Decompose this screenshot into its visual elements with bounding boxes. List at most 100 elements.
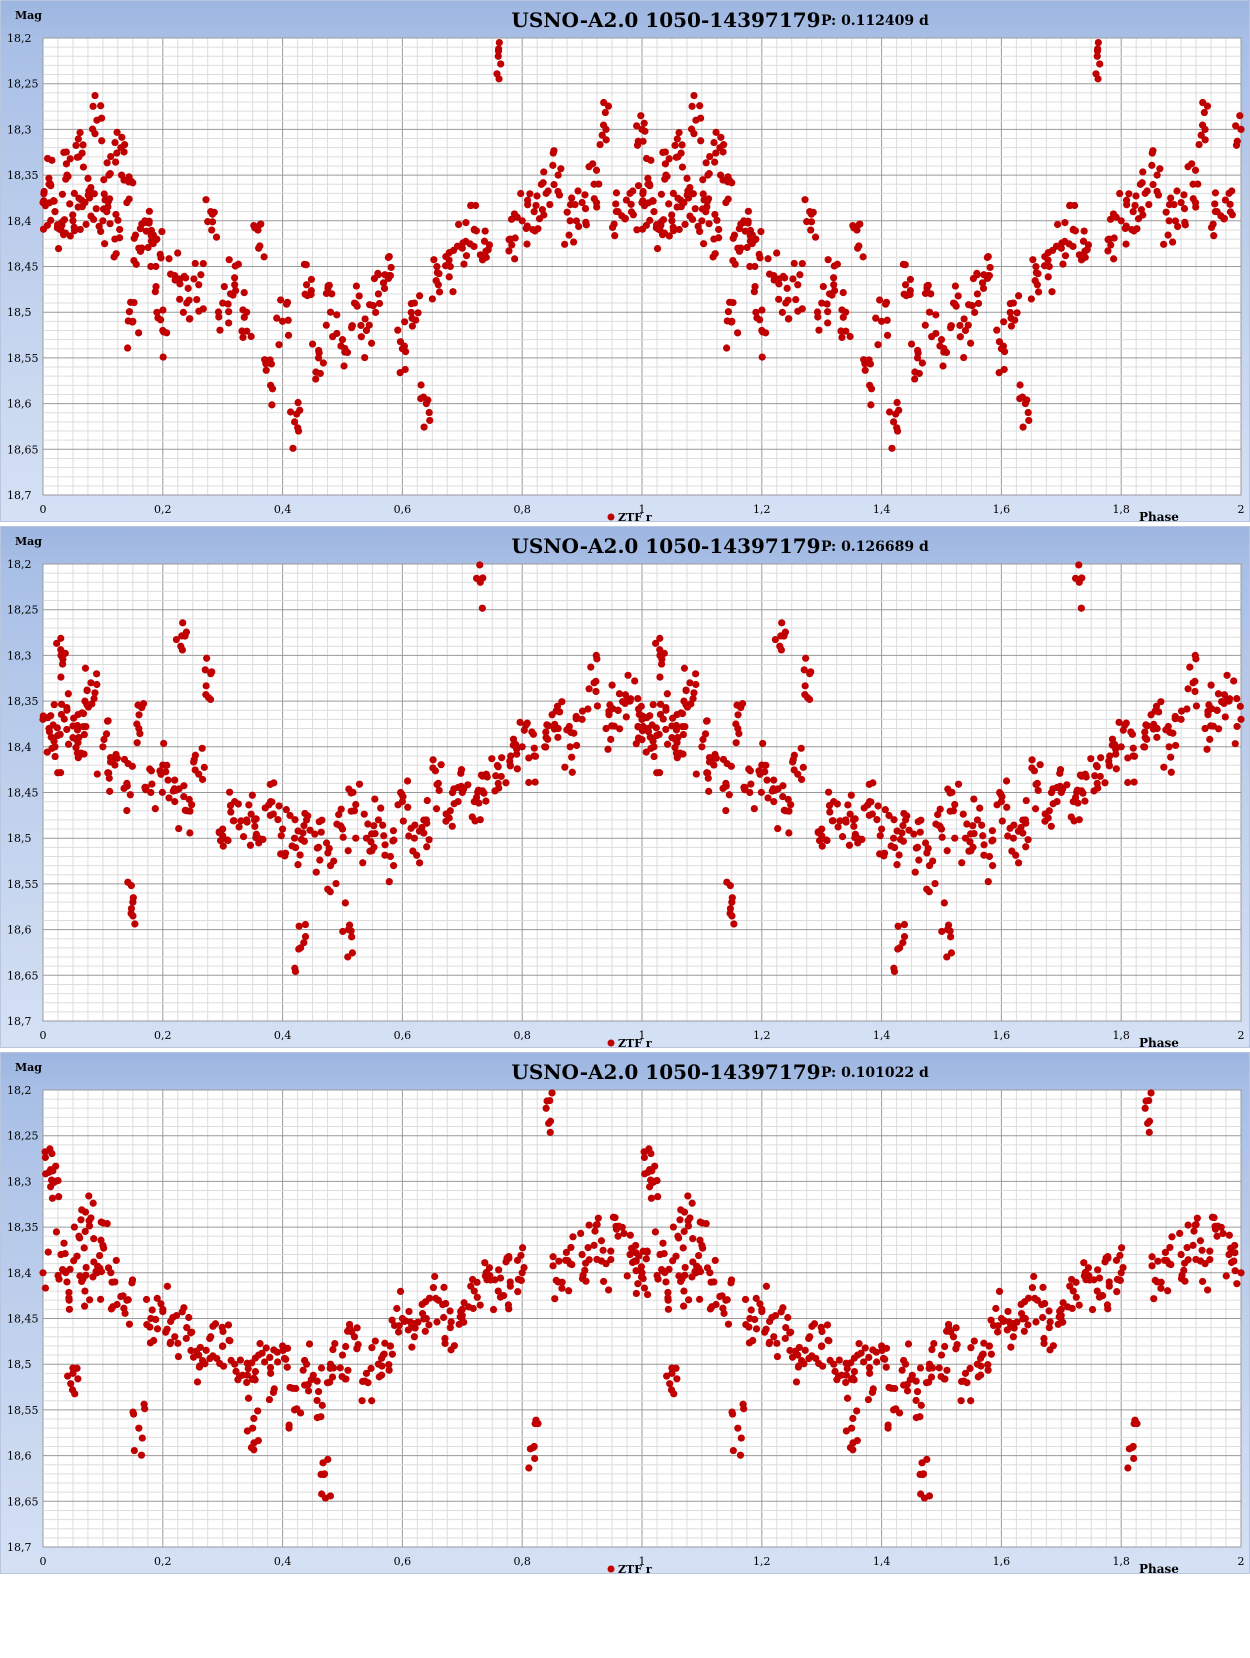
data-point: [48, 156, 56, 164]
data-point: [1116, 1276, 1124, 1284]
data-point: [805, 1354, 813, 1363]
data-point: [248, 791, 256, 799]
data-point: [830, 262, 838, 270]
data-point: [706, 153, 714, 161]
x-tick-label: 1,4: [873, 503, 891, 516]
data-point: [256, 242, 264, 250]
data-point: [395, 1322, 403, 1330]
data-point: [777, 646, 785, 654]
data-point: [483, 1276, 491, 1284]
data-point: [735, 730, 743, 738]
data-point: [1167, 1260, 1175, 1269]
data-point: [1061, 252, 1070, 260]
data-point: [64, 690, 72, 698]
data-point: [719, 148, 727, 156]
data-point: [899, 837, 907, 845]
data-point: [388, 1316, 396, 1324]
data-point: [295, 922, 303, 930]
data-point: [473, 1293, 481, 1301]
data-point: [159, 353, 167, 361]
data-point: [843, 1364, 851, 1373]
data-point: [62, 160, 71, 168]
data-point: [57, 700, 66, 708]
data-point: [227, 1356, 235, 1364]
data-point: [1079, 789, 1087, 797]
data-point: [479, 574, 487, 582]
data-point: [674, 733, 682, 742]
data-point: [758, 1308, 766, 1316]
data-point: [713, 216, 721, 224]
data-point: [960, 353, 968, 362]
data-point: [800, 666, 808, 674]
data-point: [826, 1356, 834, 1364]
data-point: [943, 953, 951, 961]
data-point: [186, 807, 194, 815]
data-point: [649, 737, 657, 745]
data-point: [607, 1247, 615, 1255]
y-tick-label: 18,55: [7, 352, 39, 365]
data-point: [849, 1374, 857, 1382]
data-point: [887, 842, 895, 850]
legend-marker: [607, 1565, 615, 1573]
data-point: [1122, 222, 1130, 230]
data-point: [1112, 750, 1120, 758]
data-point: [1167, 768, 1175, 776]
data-point: [970, 795, 978, 803]
data-point: [441, 262, 450, 270]
data-point: [794, 281, 802, 289]
data-point: [917, 816, 925, 824]
data-point: [717, 133, 725, 141]
data-point: [62, 148, 70, 156]
data-point: [677, 149, 685, 157]
data-point: [90, 695, 98, 703]
data-point: [531, 1454, 539, 1463]
data-point: [279, 1346, 287, 1355]
data-point: [50, 737, 58, 745]
data-point: [89, 1273, 97, 1281]
data-point: [1140, 743, 1148, 751]
data-point: [41, 1284, 50, 1292]
data-point: [472, 574, 481, 582]
data-point: [565, 231, 573, 239]
data-point: [992, 1304, 1000, 1313]
data-point: [1148, 161, 1156, 169]
data-point: [150, 1336, 158, 1345]
data-point: [656, 634, 664, 642]
data-point: [322, 289, 331, 298]
data-point: [133, 720, 141, 728]
data-point: [57, 710, 66, 719]
chart-title: USNO-A2.0 1050-14397179: [511, 534, 820, 558]
data-point: [235, 823, 243, 831]
data-point: [766, 270, 774, 278]
data-point: [304, 1387, 313, 1395]
data-point: [1149, 147, 1157, 155]
data-point: [632, 1241, 640, 1250]
data-point: [1220, 214, 1228, 223]
data-point: [637, 112, 645, 120]
data-point: [1040, 262, 1049, 270]
data-point: [180, 272, 188, 280]
data-point: [347, 927, 355, 935]
data-point: [100, 1244, 108, 1252]
data-point: [727, 1279, 735, 1287]
data-point: [637, 1263, 646, 1271]
data-point: [361, 315, 369, 323]
data-point: [881, 806, 889, 814]
data-point: [1047, 822, 1055, 830]
data-point: [643, 1247, 651, 1255]
data-point: [577, 1229, 585, 1237]
data-point: [974, 299, 983, 308]
data-point: [400, 1317, 409, 1326]
data-point: [266, 1353, 274, 1362]
data-point: [319, 359, 327, 367]
data-point: [375, 299, 384, 308]
data-point: [172, 1311, 181, 1320]
data-point: [243, 1427, 251, 1435]
data-point: [147, 767, 156, 775]
data-point: [1147, 1089, 1155, 1097]
data-point: [838, 306, 846, 314]
data-point: [944, 1320, 953, 1329]
data-point: [135, 711, 143, 719]
data-point: [634, 734, 643, 742]
data-point: [1115, 718, 1123, 726]
